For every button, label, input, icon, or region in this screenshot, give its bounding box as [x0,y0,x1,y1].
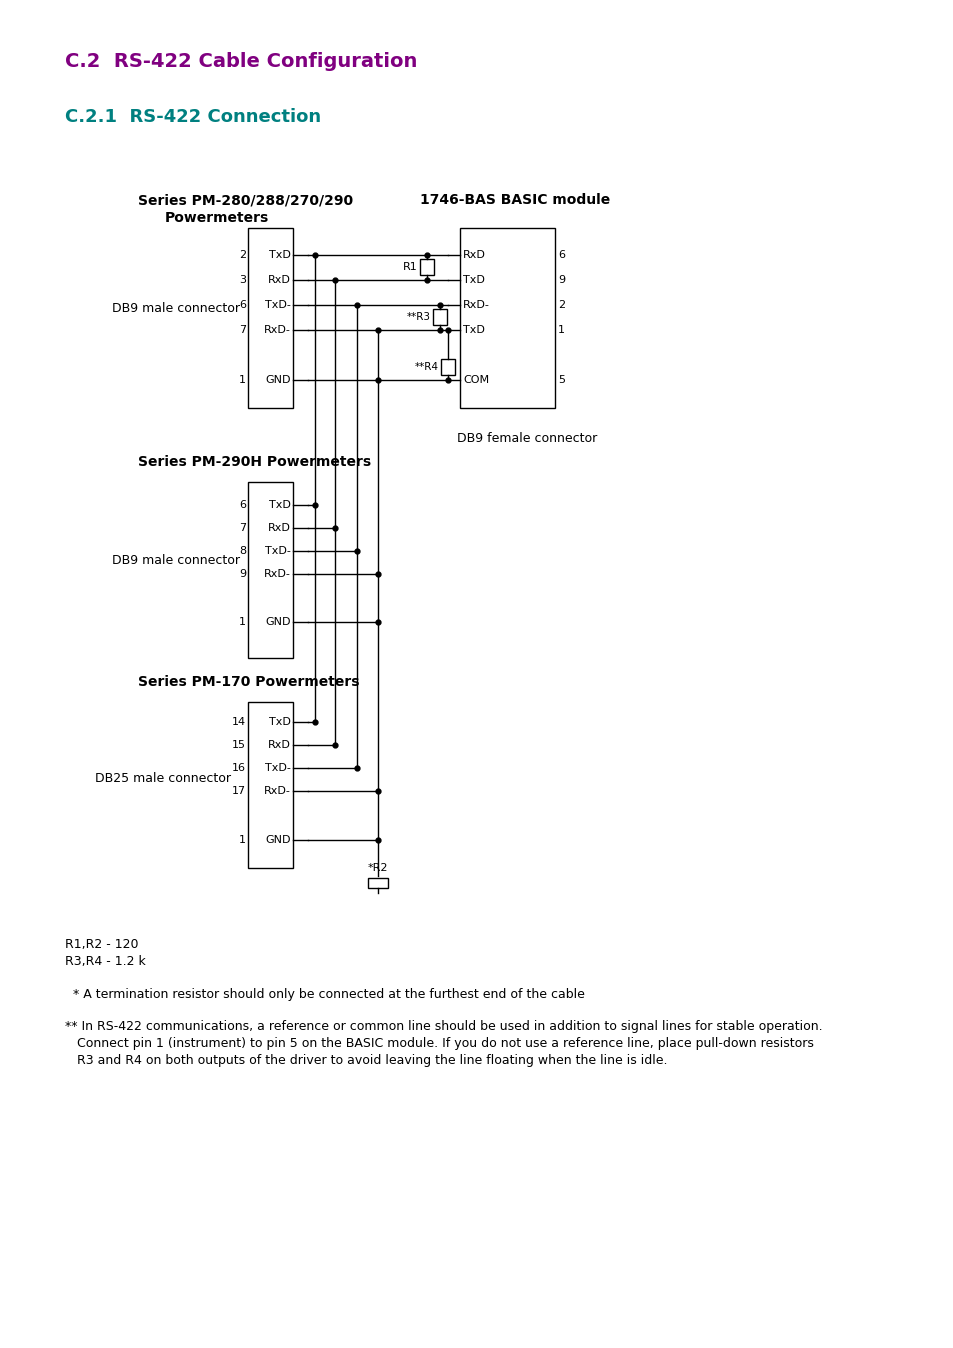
Text: R1: R1 [403,262,417,272]
Text: Series PM-170 Powermeters: Series PM-170 Powermeters [138,675,359,689]
Text: R3,R4 - 1.2 k: R3,R4 - 1.2 k [65,954,146,968]
Text: 8: 8 [238,546,246,555]
Text: 1: 1 [239,375,246,386]
Text: DB9 male connector: DB9 male connector [112,302,240,314]
Text: RxD-: RxD- [264,786,291,797]
Text: RxD: RxD [268,523,291,532]
Text: 1: 1 [239,617,246,627]
Text: TxD: TxD [462,325,484,336]
Bar [459,228,555,408]
Text: 9: 9 [558,275,564,284]
Text: RxD: RxD [268,275,291,284]
Text: DB9 female connector: DB9 female connector [456,431,597,445]
Text: ** In RS-422 communications, a reference or common line should be used in additi: ** In RS-422 communications, a reference… [65,1020,821,1033]
Bar [368,878,388,888]
Text: 15: 15 [232,740,246,749]
Text: 14: 14 [232,717,246,727]
Text: DB9 male connector: DB9 male connector [112,554,240,566]
Text: RxD-: RxD- [264,325,291,336]
Text: RxD: RxD [462,249,485,260]
Text: 1: 1 [558,325,564,336]
Text: TxD-: TxD- [265,763,291,772]
Text: 7: 7 [238,523,246,532]
Text: *R2: *R2 [367,863,388,874]
Text: 6: 6 [239,500,246,510]
Text: 3: 3 [239,275,246,284]
Text: 6: 6 [239,301,246,310]
Text: **R3: **R3 [407,311,431,322]
Bar [419,259,434,275]
Text: RxD-: RxD- [462,301,489,310]
Text: C.2  RS-422 Cable Configuration: C.2 RS-422 Cable Configuration [65,53,417,71]
Text: * A termination resistor should only be connected at the furthest end of the cab: * A termination resistor should only be … [65,988,584,1002]
Text: 1: 1 [239,834,246,845]
Text: TxD: TxD [269,717,291,727]
Text: Series PM-280/288/270/290: Series PM-280/288/270/290 [138,193,353,208]
Text: 9: 9 [238,569,246,580]
Text: 1746-BAS BASIC module: 1746-BAS BASIC module [419,193,610,208]
Text: RxD-: RxD- [264,569,291,580]
Bar [248,228,293,408]
Text: Connect pin 1 (instrument) to pin 5 on the BASIC module. If you do not use a ref: Connect pin 1 (instrument) to pin 5 on t… [65,1037,813,1050]
Bar [248,702,293,868]
Text: C.2.1  RS-422 Connection: C.2.1 RS-422 Connection [65,108,321,125]
Text: R1,R2 - 120: R1,R2 - 120 [65,938,138,950]
Text: 2: 2 [558,301,564,310]
Text: TxD: TxD [269,500,291,510]
Text: TxD-: TxD- [265,301,291,310]
Bar [433,309,447,325]
Text: DB25 male connector: DB25 male connector [95,771,231,785]
Text: GND: GND [265,617,291,627]
Text: 2: 2 [238,249,246,260]
Bar [248,483,293,658]
Text: **R4: **R4 [415,363,438,372]
Text: TxD: TxD [462,275,484,284]
Text: 5: 5 [558,375,564,386]
Text: 16: 16 [232,763,246,772]
Text: 17: 17 [232,786,246,797]
Text: 6: 6 [558,249,564,260]
Text: GND: GND [265,375,291,386]
Text: Powermeters: Powermeters [165,212,269,225]
Text: R3 and R4 on both outputs of the driver to avoid leaving the line floating when : R3 and R4 on both outputs of the driver … [65,1054,667,1068]
Text: TxD: TxD [269,249,291,260]
Text: TxD-: TxD- [265,546,291,555]
Text: Series PM-290H Powermeters: Series PM-290H Powermeters [138,456,371,469]
Text: 7: 7 [238,325,246,336]
Bar [440,359,455,375]
Text: RxD: RxD [268,740,291,749]
Text: GND: GND [265,834,291,845]
Text: COM: COM [462,375,489,386]
